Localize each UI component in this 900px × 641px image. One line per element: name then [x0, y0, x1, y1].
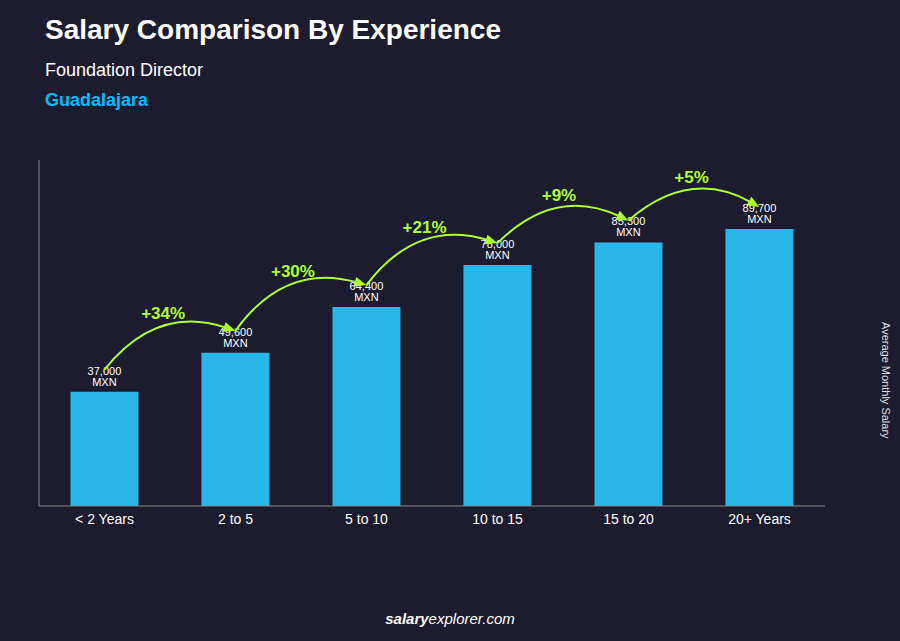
svg-text:20+ Years: 20+ Years: [728, 511, 791, 527]
svg-text:+34%: +34%: [141, 304, 185, 323]
html-text:89,700: 89,700: [742, 201, 777, 214]
html-text:64,400: 64,400: [349, 280, 384, 292]
html-text:MXN: MXN: [485, 249, 510, 261]
svg-text:10 to 15: 10 to 15: [472, 511, 523, 527]
html-text:49,600: 49,600: [218, 325, 253, 338]
html-text:MXN: MXN: [92, 375, 117, 388]
html-text:Salary Comparison By Experienc: Salary Comparison By Experience: [45, 14, 501, 45]
html-text:Average Monthly Salary: Average Monthly Salary: [880, 321, 892, 439]
html-text:37,000: 37,000: [87, 364, 122, 377]
html-text:85,300: 85,300: [611, 215, 646, 228]
html-text:MXN: MXN: [616, 226, 641, 239]
html-text:78,000: 78,000: [480, 238, 515, 250]
html-text:MXN: MXN: [223, 336, 248, 349]
svg-text:2 to 5: 2 to 5: [218, 511, 253, 527]
html-text:Guadalajara: Guadalajara: [45, 90, 149, 110]
svg-text:+21%: +21%: [403, 218, 447, 237]
html-text:MXN: MXN: [747, 212, 772, 225]
svg-text:+5%: +5%: [674, 168, 709, 187]
html-text:MXN: MXN: [354, 291, 379, 303]
html-text:salary explorer.com: salary explorer.com: [385, 610, 515, 627]
svg-text:5 to 10: 5 to 10: [345, 511, 388, 527]
svg-text:+9%: +9%: [542, 186, 577, 205]
svg-text:< 2 Years: < 2 Years: [75, 511, 134, 527]
svg-text:15 to 20: 15 to 20: [603, 511, 654, 527]
svg-text:+30%: +30%: [271, 262, 315, 281]
html-text:Foundation Director: Foundation Director: [45, 60, 204, 80]
